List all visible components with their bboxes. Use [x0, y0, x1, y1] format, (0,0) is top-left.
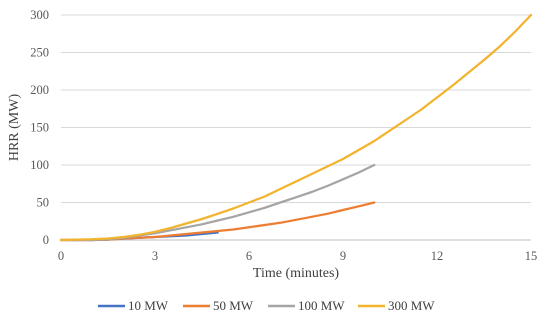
x-axis-title: Time (minutes) [253, 266, 340, 281]
x-tick-label: 3 [152, 249, 158, 263]
y-axis-title: HRR (MW) [7, 94, 22, 162]
legend-label-300-mw: 300 MW [388, 298, 435, 313]
y-tick-label: 150 [30, 121, 49, 135]
legend: 10 MW 50 MW 100 MW 300 MW [98, 298, 435, 313]
x-tick-label: 12 [431, 249, 444, 263]
x-tick-labels: 0 3 6 9 12 15 [58, 249, 537, 263]
y-tick-labels: 0 50 100 150 200 250 300 [30, 8, 49, 247]
series-lines [59, 13, 533, 242]
legend-label-100-mw: 100 MW [298, 298, 345, 313]
series-line-300-mw [59, 13, 533, 242]
y-tick-label: 100 [30, 158, 49, 172]
x-tick-label: 6 [246, 249, 252, 263]
gridlines [61, 14, 531, 203]
legend-label-50-mw: 50 MW [213, 298, 254, 313]
y-tick-label: 0 [43, 233, 49, 247]
y-tick-label: 250 [30, 46, 49, 60]
x-tick-label: 9 [340, 249, 346, 263]
x-tick-label: 15 [525, 249, 538, 263]
legend-label-10-mw: 10 MW [128, 298, 169, 313]
y-tick-label: 300 [30, 8, 49, 22]
y-tick-label: 50 [37, 196, 50, 210]
x-tick-label: 0 [58, 249, 64, 263]
y-tick-label: 200 [30, 83, 49, 97]
